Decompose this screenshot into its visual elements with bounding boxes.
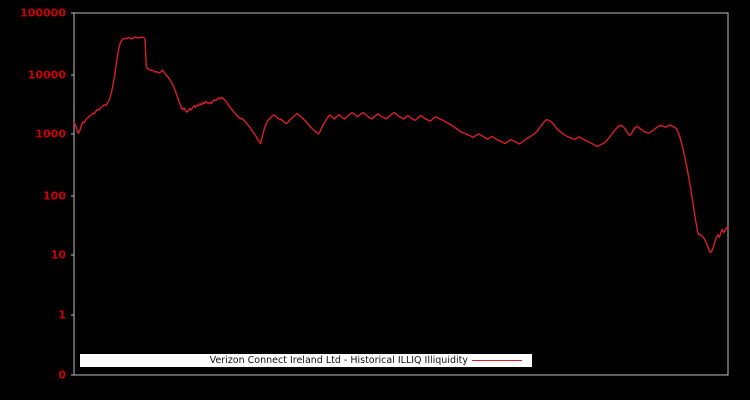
y-tick-label-1: 1 <box>58 308 66 322</box>
y-tick-label-100: 100 <box>43 189 66 203</box>
legend-line-sample-icon <box>472 356 522 365</box>
chart-legend[interactable]: Verizon Connect Ireland Ltd - Historical… <box>80 354 532 367</box>
y-tick-label-10: 10 <box>50 248 66 262</box>
y-tick-label-100000: 100000 <box>20 6 66 20</box>
y-axis-tick-marks <box>71 12 74 376</box>
series-line-illiq <box>73 36 729 254</box>
data-series-group <box>73 36 729 254</box>
y-tick-label-10000: 10000 <box>27 68 66 82</box>
y-tick-label-0: 0 <box>58 368 66 382</box>
y-tick-label-1000: 1000 <box>35 127 66 141</box>
legend-label-illiq: Verizon Connect Ireland Ltd - Historical… <box>209 354 468 366</box>
